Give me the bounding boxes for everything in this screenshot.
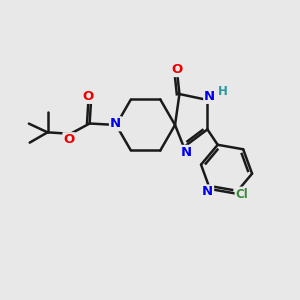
- Text: Cl: Cl: [236, 188, 248, 201]
- Text: N: N: [202, 185, 213, 198]
- Text: N: N: [181, 146, 192, 159]
- Text: N: N: [204, 90, 215, 103]
- Text: O: O: [82, 90, 94, 103]
- Text: N: N: [110, 117, 121, 130]
- Text: O: O: [63, 133, 75, 146]
- Text: O: O: [172, 63, 183, 76]
- Text: H: H: [218, 85, 228, 98]
